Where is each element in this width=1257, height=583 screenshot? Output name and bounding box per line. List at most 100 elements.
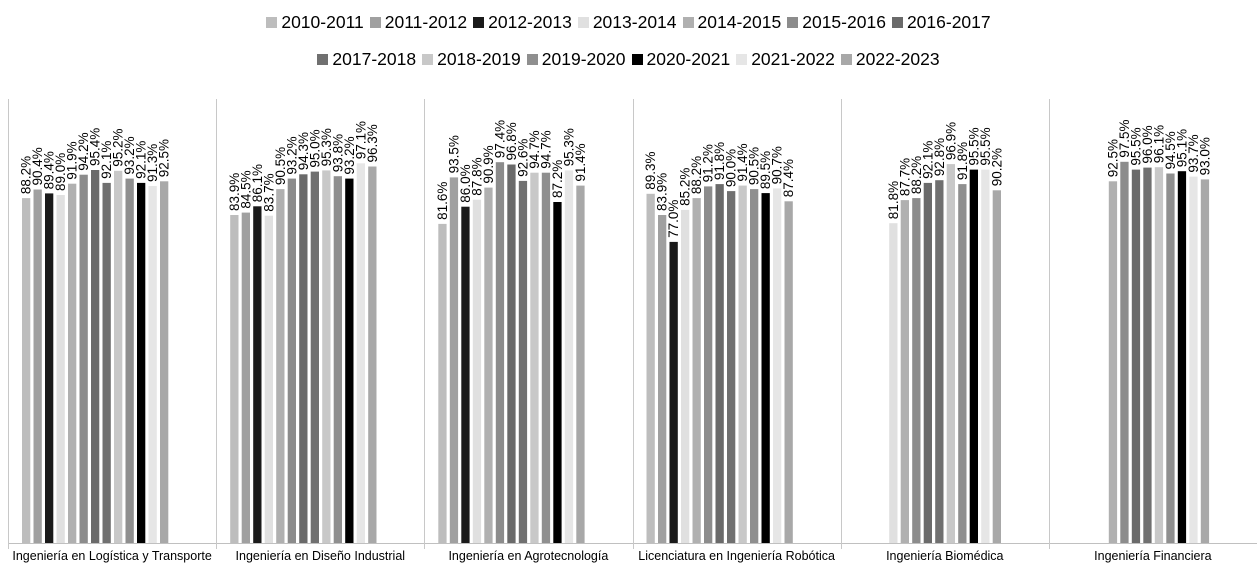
bar-2020-2021: [345, 178, 354, 543]
bar-2022-2023: [576, 185, 585, 543]
legend-swatch: [787, 16, 799, 28]
bar-2010-2011: [22, 198, 31, 543]
bar-2014-2015: [276, 189, 285, 543]
data-label: 91.4%: [573, 143, 588, 181]
legend-label: 2015-2016: [802, 12, 886, 32]
data-label: 88.2%: [689, 156, 704, 194]
data-label: 87.7%: [897, 158, 912, 196]
category-label: Ingeniería en Agrotecnología: [448, 549, 609, 563]
bar-2017-2018: [727, 191, 736, 543]
data-label: 89.0%: [53, 153, 68, 191]
data-label: 93.2%: [342, 136, 357, 174]
bar-2016-2017: [91, 170, 100, 543]
bar-2020-2021: [761, 193, 770, 543]
legend-label: 2013-2014: [592, 12, 677, 32]
bar-2020-2021: [1177, 171, 1187, 543]
bar-2019-2020: [958, 184, 967, 543]
data-label: 87.8%: [470, 157, 485, 195]
data-label: 96.9%: [943, 122, 958, 160]
legend-item: 2011-2012: [369, 11, 467, 33]
bar-2013-2014: [56, 195, 65, 543]
data-label: 91.9%: [65, 141, 80, 179]
category-label: Licenciatura en Ingeniería Robótica: [638, 549, 835, 563]
data-label: 91.8%: [712, 142, 727, 180]
bar-2010-2011: [438, 223, 447, 543]
bar-2011-2012: [658, 215, 667, 543]
legend-swatch: [266, 16, 278, 28]
category-label: Ingeniería en Logística y Transporte: [12, 549, 212, 563]
bar-2019-2020: [750, 189, 759, 543]
bar-2010-2011: [646, 193, 655, 544]
legend-label: 2019-2020: [541, 49, 626, 69]
bar-2015-2016: [1120, 161, 1129, 544]
data-label: 95.3%: [562, 128, 577, 166]
bar-2014-2015: [692, 198, 701, 543]
bar-2021-2022: [356, 163, 365, 544]
bar-2020-2021: [137, 182, 146, 543]
data-label: 95.3%: [319, 128, 334, 166]
bar-2017-2018: [518, 180, 528, 543]
bar-2018-2019: [738, 185, 747, 543]
data-label: 92.1%: [920, 141, 935, 179]
bar-2022-2023: [160, 181, 169, 544]
bar-2012-2013: [461, 206, 470, 543]
legend-swatch: [631, 53, 643, 65]
legend-swatch: [526, 53, 538, 65]
data-label: 77.0%: [666, 200, 681, 238]
data-label: 90.5%: [747, 147, 762, 185]
bar-2018-2019: [322, 170, 331, 543]
data-label: 92.1%: [134, 141, 149, 179]
bar-2013-2014: [264, 215, 273, 543]
data-label: 93.5%: [447, 135, 462, 173]
data-label: 95.4%: [88, 128, 103, 166]
bar-2019-2020: [333, 176, 342, 543]
data-label: 88.2%: [19, 156, 34, 194]
bar-2022-2023: [992, 190, 1001, 544]
category-label: Ingeniería en Diseño Industrial: [235, 549, 406, 563]
bar-2014-2015: [484, 187, 493, 543]
data-label: 95.0%: [307, 129, 322, 167]
data-label: 81.6%: [435, 182, 450, 220]
legend-item: 2013-2014: [577, 11, 677, 33]
bar-2013-2014: [472, 199, 482, 543]
category-label: Ingeniería Biomédica: [886, 549, 1004, 563]
bar-2011-2012: [241, 212, 250, 543]
data-label: 89.5%: [758, 151, 773, 189]
data-label: 93.2%: [122, 136, 137, 174]
data-label: 95.1%: [1175, 129, 1190, 167]
bar-2014-2015: [68, 183, 77, 543]
legend-label: 2017-2018: [332, 49, 417, 69]
data-label: 92.8%: [932, 138, 947, 176]
legend-item: 2016-2017: [891, 11, 991, 33]
bar-2018-2019: [1154, 167, 1164, 543]
bar-2020-2021: [553, 202, 562, 543]
data-label: 90.2%: [989, 148, 1004, 186]
bar-2020-2021: [969, 169, 978, 543]
bar-2012-2013: [669, 241, 678, 543]
data-label: 93.2%: [284, 136, 299, 174]
data-label: 90.7%: [770, 146, 785, 184]
legend-item: 2021-2022: [736, 48, 835, 70]
data-label: 93.8%: [330, 134, 345, 172]
bar-2016-2017: [299, 174, 308, 544]
data-label: 94.7%: [527, 130, 542, 168]
legend-label: 2014-2015: [697, 12, 782, 32]
data-label: 95.5%: [966, 127, 981, 165]
bar-2015-2016: [79, 174, 88, 543]
legend-item: 2012-2013: [473, 11, 572, 33]
bar-2018-2019: [946, 164, 955, 543]
legend-label: 2022-2023: [855, 49, 940, 69]
legend-item: 2010-2011: [266, 11, 364, 33]
bar-2018-2019: [530, 172, 539, 543]
bar-2013-2014: [681, 209, 690, 543]
data-label: 93.0%: [1198, 137, 1213, 175]
data-label: 96.8%: [504, 122, 519, 160]
bar-2010-2011: [230, 215, 239, 543]
legend-label: 2010-2011: [281, 12, 364, 32]
legend-label: 2012-2013: [488, 12, 572, 32]
bar-2017-2018: [310, 171, 319, 543]
legend-item: 2015-2016: [787, 11, 886, 33]
legend-label: 2018-2019: [437, 49, 521, 69]
bar-2012-2013: [253, 206, 262, 544]
data-label: 87.4%: [781, 159, 796, 197]
